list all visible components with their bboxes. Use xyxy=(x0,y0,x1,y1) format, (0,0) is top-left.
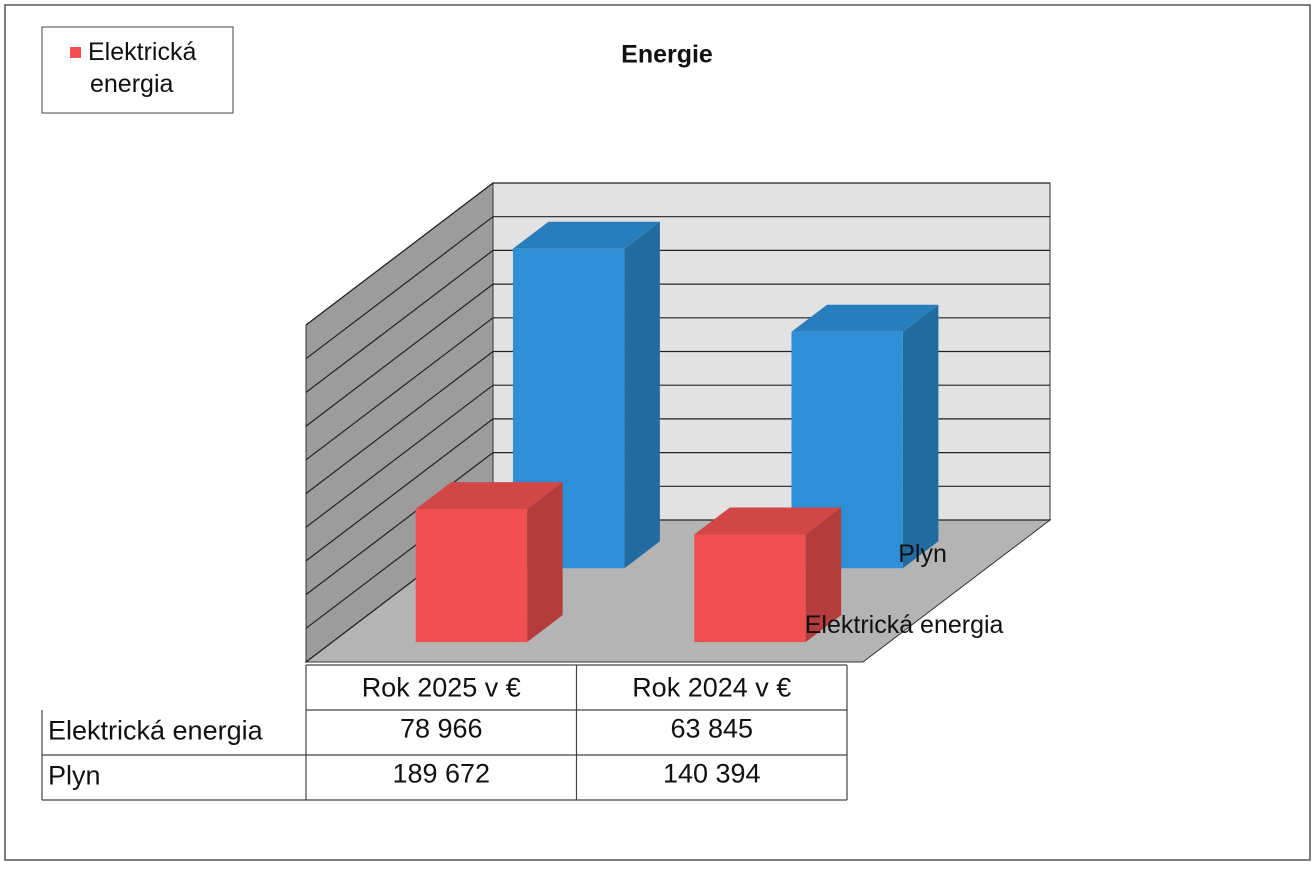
bar-top xyxy=(512,221,660,249)
table-row-label: Plyn xyxy=(48,761,101,791)
table-header: Rok 2024 v € xyxy=(632,673,791,703)
bar-top xyxy=(694,507,842,535)
chart-title: Energie xyxy=(621,41,713,69)
bar-top xyxy=(415,482,563,510)
depth-label: Elektrická energia xyxy=(805,611,1004,639)
legend-box xyxy=(41,26,234,114)
table-cell: 189 672 xyxy=(392,759,490,789)
grid-line xyxy=(305,249,1050,393)
table-cell: 140 394 xyxy=(663,759,761,789)
legend-label: Elektrická energia xyxy=(88,38,196,98)
grid-line xyxy=(305,182,1050,326)
bar-side xyxy=(805,507,842,643)
bar xyxy=(694,534,806,643)
grid-line xyxy=(305,283,1050,427)
legend-swatch xyxy=(70,47,81,58)
depth-label: Plyn xyxy=(898,540,947,568)
grid-line xyxy=(305,216,1050,360)
table-row-label: Elektrická energia xyxy=(48,716,264,746)
table-header: Rok 2025 v € xyxy=(362,673,521,703)
bar-top xyxy=(791,304,939,332)
table-cell: 78 966 xyxy=(400,714,483,744)
bar-side xyxy=(624,221,660,569)
bar-side xyxy=(902,304,939,569)
bar-side xyxy=(527,482,563,643)
bar xyxy=(415,509,528,643)
table-cell: 63 845 xyxy=(670,714,753,744)
